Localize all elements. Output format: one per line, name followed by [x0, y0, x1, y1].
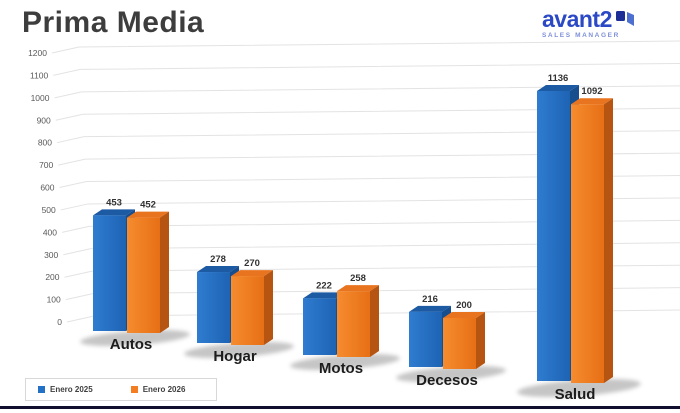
- bar-enero-2026-salud-front: [571, 104, 604, 383]
- bar-value-label: 270: [244, 258, 260, 269]
- bar-value-label: 452: [140, 200, 156, 211]
- y-tick-label: 600: [40, 183, 54, 193]
- gridline: [59, 175, 680, 189]
- gridline: [55, 107, 680, 121]
- gridline: [53, 62, 680, 76]
- bar-layer: [93, 84, 613, 383]
- bar-enero-2026-motos-front: [337, 291, 370, 357]
- gridline: [63, 242, 680, 256]
- bar-shadow: [80, 330, 190, 346]
- y-tick-label: 100: [47, 295, 61, 305]
- y-tick-label: 200: [45, 272, 59, 282]
- bar-enero-2026-hogar-side: [264, 270, 273, 345]
- y-tick-label: 1000: [31, 93, 50, 103]
- bar-enero-2025-motos-front: [303, 298, 336, 355]
- bar-enero-2025-autos-front: [93, 215, 126, 331]
- brand-logo: avant2 SALES MANAGER: [542, 8, 652, 39]
- bar-value-label: 216: [422, 294, 438, 305]
- bar-enero-2026-hogar-front: [231, 276, 264, 345]
- bar-value-label: 258: [350, 273, 366, 284]
- bar-value-label: 1092: [581, 86, 602, 97]
- bar-enero-2026-decesos-top: [443, 311, 485, 318]
- brand-name: avant2: [542, 6, 612, 32]
- brand-door-icon: [615, 11, 634, 26]
- bar-enero-2026-motos-top: [337, 285, 379, 292]
- bar-value-label: 1136: [548, 73, 569, 84]
- bar-value-label: 200: [456, 300, 472, 311]
- gridline: [61, 219, 680, 233]
- label-layer: 453 452 Autos 278 270 Hogar 222 258 Motos 216 200 D…: [106, 73, 603, 403]
- bar-enero-2025-autos-top: [93, 209, 135, 216]
- legend-chip-enero-2025: [38, 386, 45, 393]
- gridline: [56, 130, 680, 144]
- category-label-hogar: Hogar: [213, 348, 257, 365]
- legend-item-enero-2026: Enero 2026: [130, 385, 186, 394]
- gridline: [60, 197, 680, 211]
- y-tick-label: 900: [37, 115, 51, 125]
- shadow-layer: [80, 330, 641, 398]
- footer-rule: [0, 406, 680, 409]
- bar-enero-2026-hogar-top: [231, 270, 273, 277]
- bar-shadow: [396, 366, 506, 382]
- bar-shadow: [290, 354, 400, 370]
- gridline: [51, 40, 680, 54]
- bar-enero-2026-motos-side: [370, 285, 379, 357]
- bar-value-label: 222: [316, 280, 332, 291]
- y-tick-label: 0: [57, 317, 62, 327]
- gridline: [64, 264, 680, 278]
- category-label-salud: Salud: [555, 386, 596, 403]
- bar-value-label: 278: [210, 254, 226, 265]
- bar-value-label: 453: [106, 197, 122, 208]
- bar-enero-2026-autos-side: [160, 211, 169, 333]
- bar-enero-2025-salud-front: [537, 90, 570, 382]
- bar-shadow: [184, 342, 294, 358]
- bar-enero-2026-salud-top: [571, 98, 613, 105]
- bar-enero-2026-autos-front: [127, 217, 160, 333]
- legend-chip-enero-2026: [130, 386, 138, 393]
- y-tick-label: 800: [38, 138, 52, 148]
- bar-shadow: [517, 378, 641, 398]
- bar-enero-2025-decesos-front: [409, 311, 442, 367]
- chart-title: Prima Media: [22, 6, 205, 39]
- bar-enero-2025-decesos-top: [409, 305, 451, 312]
- legend-label-enero-2025: Enero 2025: [50, 385, 93, 394]
- bar-enero-2025-motos-top: [303, 292, 345, 299]
- brand-icon-dark-shape: [615, 11, 625, 21]
- gridline: [58, 152, 680, 166]
- bar-enero-2026-decesos-front: [443, 317, 476, 369]
- brand-tagline: SALES MANAGER: [542, 32, 620, 39]
- bar-enero-2026-autos-top: [127, 211, 169, 218]
- y-tick-label: 1100: [30, 70, 49, 80]
- bar-enero-2025-hogar-top: [197, 266, 239, 273]
- bar-enero-2025-hogar-front: [197, 272, 230, 343]
- bar-enero-2026-decesos-side: [476, 311, 485, 369]
- brand-icon-light-shape: [626, 12, 634, 26]
- category-label-motos: Motos: [319, 360, 363, 377]
- bar-enero-2026-salud-side: [604, 98, 613, 383]
- legend-label-enero-2026: Enero 2026: [142, 385, 186, 394]
- y-tick-label: 700: [39, 160, 53, 170]
- chart-legend: Enero 2025 Enero 2026: [25, 378, 217, 401]
- y-tick-label: 400: [43, 227, 57, 237]
- gridline: [65, 287, 680, 301]
- gridline: [54, 85, 680, 99]
- y-tick-label: 300: [44, 250, 58, 260]
- y-tick-label: 500: [42, 205, 56, 215]
- y-tick-label: 1200: [28, 48, 47, 58]
- category-label-decesos: Decesos: [416, 372, 478, 389]
- category-label-autos: Autos: [110, 336, 153, 353]
- legend-item-enero-2025: Enero 2025: [38, 385, 93, 394]
- bar-enero-2025-salud-top: [537, 84, 579, 91]
